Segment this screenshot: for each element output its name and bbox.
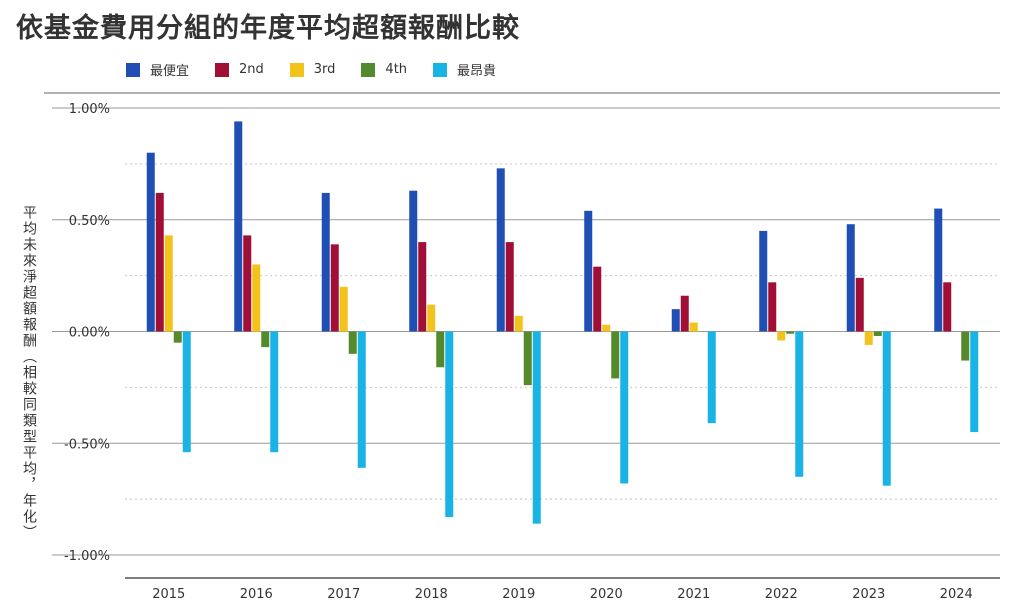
bar-2017-series-2: [330, 244, 339, 332]
bar-2018-series-3: [427, 304, 436, 332]
bar-2016-series-4: [261, 331, 270, 348]
bar-2024-series-2: [943, 282, 952, 332]
x-tick-label: 2015: [152, 587, 185, 602]
legend-label-series-2: 2nd: [239, 62, 264, 77]
bar-2022-series-4: [786, 331, 795, 334]
y-tick-label: 0.00%: [69, 326, 110, 341]
bar-2022-series-3: [777, 331, 786, 341]
legend-item-series-5: 最昂貴: [433, 60, 496, 79]
bar-2022-series-1: [759, 230, 768, 332]
bar-2015-series-2: [155, 192, 164, 332]
bar-2024-series-4: [961, 331, 970, 361]
legend-item-series-3: 3rd: [289, 62, 336, 77]
bar-2017-series-4: [348, 331, 357, 354]
y-tick-label: -0.50%: [64, 437, 110, 452]
legend-swatch-series-3: [289, 62, 304, 77]
x-tick-label: 2019: [502, 587, 535, 602]
legend-swatch-series-1: [126, 62, 140, 77]
legend-label-series-5: 最昂貴: [457, 64, 497, 79]
bar-2022-series-5: [795, 331, 804, 477]
bar-2016-series-3: [252, 264, 261, 332]
bar-2020-series-3: [602, 324, 611, 332]
y-tick-label: -1.00%: [64, 549, 110, 564]
bar-2023-series-4: [873, 331, 882, 336]
chart-title: 依基金費用分組的年度平均超額報酬比較: [16, 13, 520, 44]
bar-2021-series-5: [707, 331, 716, 424]
x-tick-label: 2024: [940, 587, 973, 602]
x-tick-label: 2022: [765, 587, 798, 602]
x-tick-label: 2021: [677, 587, 710, 602]
legend-item-series-4: 4th: [361, 62, 407, 77]
bar-2020-series-1: [584, 210, 593, 332]
bar-2019-series-3: [514, 315, 523, 332]
bar-2019-series-5: [532, 331, 541, 524]
bar-2018-series-1: [409, 190, 418, 332]
bar-2021-series-3: [689, 322, 698, 332]
bar-2023-series-3: [864, 331, 873, 345]
legend-swatch-series-5: [433, 62, 448, 77]
y-tick-label: 0.50%: [69, 214, 110, 229]
legend-label-series-4: 4th: [385, 62, 408, 77]
bar-2017-series-5: [357, 331, 366, 468]
bar-2016-series-2: [243, 235, 252, 332]
x-tick-label: 2018: [415, 587, 448, 602]
legend-item-series-1: 最便宜: [126, 60, 189, 79]
legend-label-series-1: 最便宜: [150, 64, 190, 79]
bar-2019-series-4: [523, 331, 532, 386]
bar-2015-series-5: [182, 331, 191, 453]
bar-2015-series-4: [173, 331, 182, 343]
legend-swatch-series-4: [361, 62, 376, 77]
bar-2023-series-1: [846, 224, 855, 332]
x-tick-label: 2016: [240, 587, 273, 602]
bar-2020-series-5: [620, 331, 629, 484]
bar-2021-series-2: [680, 295, 689, 332]
bar-2017-series-1: [321, 192, 330, 332]
x-tick-label: 2020: [590, 587, 623, 602]
x-tick-label: 2017: [327, 587, 360, 602]
bar-2018-series-4: [436, 331, 445, 368]
bar-2017-series-3: [339, 286, 348, 332]
bar-2018-series-5: [445, 331, 454, 518]
bar-2016-series-5: [270, 331, 279, 453]
y-tick-label: 1.00%: [69, 102, 110, 117]
legend: 最便宜 2nd 3rd 4th 最昂貴: [126, 60, 496, 79]
bar-2023-series-5: [882, 331, 891, 486]
y-axis-label: 平均未來淨超額報酬（相較同類型平均，年化）: [21, 205, 37, 541]
bar-2018-series-2: [418, 242, 427, 332]
legend-label-series-3: 3rd: [313, 62, 336, 77]
bar-2020-series-2: [593, 266, 602, 332]
bar-2024-series-5: [970, 331, 979, 433]
bar-2021-series-1: [671, 309, 680, 332]
bar-2022-series-2: [768, 282, 777, 332]
bar-2015-series-3: [164, 235, 173, 332]
bar-2019-series-2: [505, 242, 514, 332]
legend-swatch-series-2: [215, 62, 230, 77]
bar-2015-series-1: [146, 152, 155, 332]
bar-2019-series-1: [496, 168, 505, 332]
x-tick-label: 2023: [852, 587, 885, 602]
bar-2016-series-1: [234, 121, 243, 332]
legend-item-series-2: 2nd: [215, 62, 264, 77]
bar-2020-series-4: [611, 331, 620, 379]
bar-2023-series-2: [855, 277, 864, 332]
bar-2024-series-1: [934, 208, 943, 332]
